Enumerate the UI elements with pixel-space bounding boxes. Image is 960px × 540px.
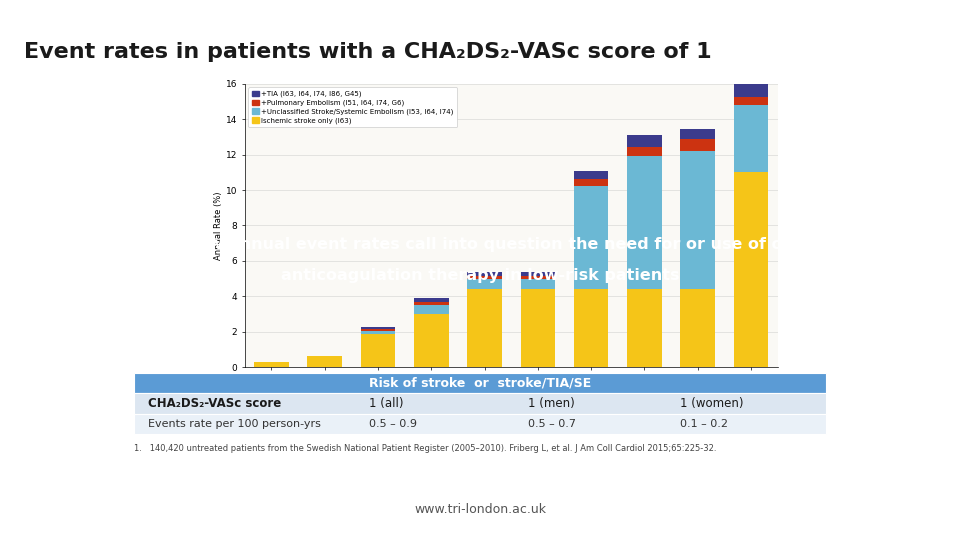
Bar (627, 289, 661, 367)
Text: n =: n = (224, 372, 237, 380)
Bar (414, 305, 448, 314)
Text: www.tri-london.ac.uk: www.tri-london.ac.uk (414, 503, 546, 516)
Bar (468, 289, 502, 367)
Bar (361, 334, 396, 367)
Bar (520, 289, 555, 367)
Bar (681, 151, 715, 289)
Y-axis label: Annual Rate (%): Annual Rate (%) (214, 191, 223, 260)
Bar (681, 289, 715, 367)
Text: CHA₂DS₂-VASc score: CHA₂DS₂-VASc score (148, 397, 281, 410)
Bar (574, 186, 609, 289)
Text: Events rate per 100 person-yrs: Events rate per 100 person-yrs (148, 419, 321, 429)
Bar (414, 298, 448, 302)
Text: 16,803: 16,803 (366, 373, 391, 379)
Bar (134, 393, 826, 414)
Bar (733, 172, 768, 367)
Bar (520, 272, 555, 276)
Bar (733, 84, 768, 97)
Bar (361, 329, 396, 331)
Text: 23,680: 23,680 (419, 373, 444, 379)
Bar (681, 139, 715, 151)
Bar (733, 97, 768, 105)
Text: 1 (all): 1 (all) (370, 397, 404, 410)
Bar (307, 356, 342, 367)
Legend: +TIA (I63, I64, I74, I86, G45), +Pulmonary Embolism (I51, I64, I74, G6), +Unclas: +TIA (I63, I64, I74, I86, G45), +Pulmona… (249, 87, 457, 127)
Bar (361, 327, 396, 329)
Text: 1 (women): 1 (women) (681, 397, 744, 410)
Bar (627, 147, 661, 157)
Bar (254, 362, 289, 367)
Text: 18,690: 18,690 (525, 373, 550, 379)
Text: 24,621: 24,621 (472, 373, 497, 379)
Text: 1.   140,420 untreated patients from the Swedish National Patient Register (2005: 1. 140,420 untreated patients from the S… (134, 444, 717, 453)
X-axis label: CHA₂DS₂-VASc Score: CHA₂DS₂-VASc Score (465, 388, 558, 397)
Text: Event rates in patients with a CHA₂DS₂-VASc score of 1: Event rates in patients with a CHA₂DS₂-V… (24, 42, 711, 62)
Bar (468, 272, 502, 276)
Bar (134, 414, 826, 434)
Text: 6,105: 6,105 (634, 373, 655, 379)
Text: 1 (men): 1 (men) (528, 397, 575, 410)
Bar (733, 105, 768, 172)
Text: 12,652: 12,652 (579, 373, 604, 379)
Bar (468, 276, 502, 280)
Bar (520, 280, 555, 289)
Bar (414, 302, 448, 305)
Text: 0.5 – 0.9: 0.5 – 0.9 (370, 419, 418, 429)
Text: anticoagulation therapy in low-risk patients: anticoagulation therapy in low-risk pati… (280, 268, 680, 283)
Text: 372: 372 (744, 373, 757, 379)
Text: 0.5 – 0.7: 0.5 – 0.7 (528, 419, 576, 429)
Bar (574, 289, 609, 367)
Bar (134, 373, 826, 393)
Text: 0.1 – 0.2: 0.1 – 0.2 (681, 419, 729, 429)
Text: 12,298: 12,298 (312, 373, 337, 379)
Bar (574, 171, 609, 179)
Text: The low annual event rates call into question the need for or use of oral: The low annual event rates call into que… (153, 237, 807, 252)
Bar (361, 331, 396, 334)
Bar (574, 179, 609, 186)
Text: 9,913: 9,913 (261, 373, 282, 379)
Text: Risk of stroke  or  stroke/TIA/SE: Risk of stroke or stroke/TIA/SE (369, 376, 591, 389)
Bar (681, 129, 715, 139)
Text: 2,148: 2,148 (687, 373, 708, 379)
Bar (627, 157, 661, 289)
Bar (414, 314, 448, 367)
Bar (520, 276, 555, 280)
Bar (468, 280, 502, 289)
Bar (627, 135, 661, 147)
